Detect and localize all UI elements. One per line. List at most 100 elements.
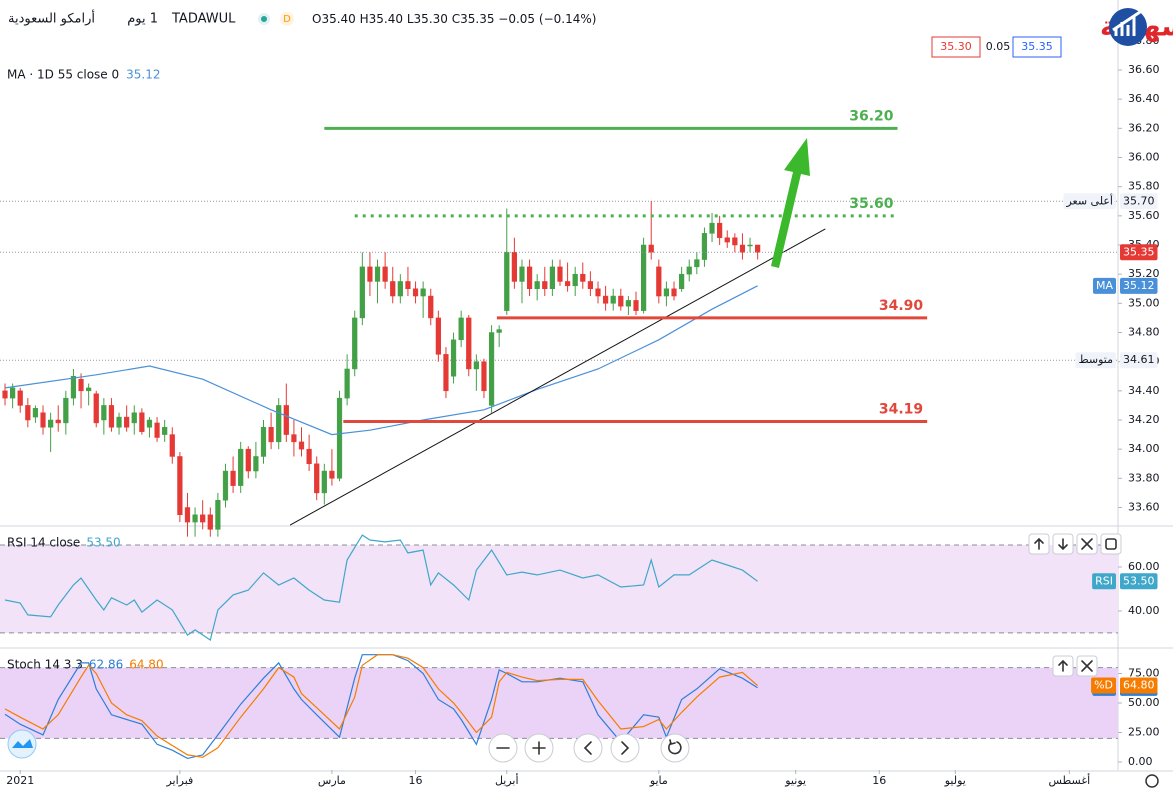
legend-label: MA · 1D 55 close 0 bbox=[7, 68, 119, 82]
candle-body bbox=[595, 288, 601, 297]
price-badge-label: %D bbox=[1094, 679, 1113, 692]
y-tick-label: 36.00 bbox=[1128, 151, 1160, 164]
logo-mark bbox=[1112, 10, 1141, 36]
candle-body bbox=[397, 281, 403, 297]
candle-body bbox=[564, 281, 571, 287]
candle-body bbox=[755, 244, 761, 253]
candle-body bbox=[253, 456, 259, 472]
candle-body bbox=[618, 295, 624, 307]
candle-body bbox=[610, 295, 616, 304]
x-tick-label: مايو bbox=[649, 774, 668, 787]
price-badge-label: 53.50 bbox=[1123, 574, 1155, 587]
candle-body bbox=[739, 244, 746, 253]
icon bbox=[583, 741, 592, 755]
candle-body bbox=[686, 266, 692, 275]
candle-body bbox=[542, 281, 548, 290]
level-label: 34.90 bbox=[879, 298, 924, 314]
candle-body bbox=[78, 378, 84, 392]
candle-body bbox=[717, 222, 723, 238]
scroll-left-button[interactable] bbox=[573, 733, 603, 763]
price-badge bbox=[1120, 193, 1158, 210]
candle-body bbox=[207, 514, 213, 530]
candle-body bbox=[352, 317, 358, 370]
candle-body bbox=[648, 244, 654, 253]
brand-icon bbox=[12, 739, 33, 748]
candle-body bbox=[169, 434, 175, 457]
candle-body bbox=[633, 300, 639, 311]
ask-box bbox=[1012, 36, 1062, 58]
candle-body bbox=[473, 361, 479, 370]
price-badge bbox=[1120, 677, 1158, 694]
y-tick-label: 35.00 bbox=[1128, 296, 1160, 309]
y-tick-label: 34.00 bbox=[1128, 442, 1160, 455]
candle-body bbox=[93, 393, 99, 424]
y-tick-label: 33.60 bbox=[1128, 501, 1160, 514]
reset-button[interactable] bbox=[660, 733, 690, 763]
candle-body bbox=[63, 397, 69, 424]
candle-body bbox=[709, 222, 715, 234]
price-badge-label: متوسط bbox=[1078, 353, 1113, 366]
candle-body bbox=[390, 281, 396, 297]
candle-body bbox=[139, 412, 145, 432]
series-line bbox=[4, 654, 758, 758]
brand-button[interactable] bbox=[7, 729, 37, 759]
candle-body bbox=[526, 266, 533, 289]
price-badge-label: 35.12 bbox=[1123, 279, 1155, 292]
stoch-controls bbox=[1052, 655, 1098, 677]
icon bbox=[1058, 538, 1068, 551]
candle-body bbox=[382, 266, 388, 282]
candle-body bbox=[701, 233, 708, 260]
x-tick-label: مارس bbox=[318, 774, 346, 787]
level-label: 34.19 bbox=[879, 401, 923, 417]
y-tick-label: 25.00 bbox=[1128, 725, 1160, 738]
candle-body bbox=[732, 237, 738, 246]
candle-body bbox=[747, 244, 753, 247]
icon bbox=[532, 741, 546, 755]
price-badge bbox=[1091, 677, 1116, 694]
y-tick-label: 36.20 bbox=[1128, 121, 1160, 134]
price-badge-label: MA bbox=[1096, 279, 1113, 292]
candle-body bbox=[656, 266, 662, 297]
settings-button[interactable] bbox=[1145, 774, 1159, 788]
candle-body bbox=[671, 288, 677, 297]
candle-body bbox=[336, 397, 343, 479]
price-badge-label: 64.80 bbox=[1123, 679, 1155, 692]
y-tick-label: 36.60 bbox=[1128, 63, 1160, 76]
candle-body bbox=[359, 266, 365, 319]
status-dot bbox=[261, 16, 267, 22]
candle-body bbox=[625, 300, 632, 307]
candle-body bbox=[48, 419, 54, 428]
candle-body bbox=[314, 463, 320, 494]
candle-body bbox=[177, 456, 183, 516]
delay-letter: D bbox=[283, 14, 291, 25]
candle-body bbox=[260, 427, 267, 457]
candle-body bbox=[435, 317, 441, 355]
trendline bbox=[289, 228, 826, 526]
candle-body bbox=[458, 317, 464, 341]
candle-body bbox=[549, 266, 555, 289]
x-tick-label: أبريل bbox=[495, 773, 519, 787]
y-tick-label: 40.00 bbox=[1128, 604, 1160, 617]
scroll-right-button[interactable] bbox=[610, 733, 640, 763]
series-line bbox=[4, 534, 758, 641]
candle-body bbox=[116, 416, 122, 428]
price-badge bbox=[1075, 352, 1116, 369]
maximize-button[interactable] bbox=[1100, 533, 1122, 555]
candle-body bbox=[32, 408, 39, 418]
icon bbox=[1081, 660, 1093, 672]
candle-body bbox=[587, 281, 594, 290]
candle-body bbox=[496, 329, 502, 333]
candle-body bbox=[10, 387, 16, 399]
candle-body bbox=[374, 266, 381, 282]
candle-body bbox=[405, 281, 411, 290]
candle-body bbox=[428, 295, 434, 319]
icon bbox=[1105, 538, 1117, 550]
y-tick-label: 34.80 bbox=[1128, 326, 1160, 339]
price-badge bbox=[1063, 193, 1116, 210]
legend-value: 62.86 bbox=[89, 658, 123, 672]
x-tick-label: أغسطس bbox=[1049, 773, 1091, 787]
icon bbox=[1034, 537, 1044, 550]
candle-body bbox=[329, 470, 335, 479]
x-tick-label: 16 bbox=[872, 774, 886, 787]
rsi-controls bbox=[1028, 533, 1122, 555]
